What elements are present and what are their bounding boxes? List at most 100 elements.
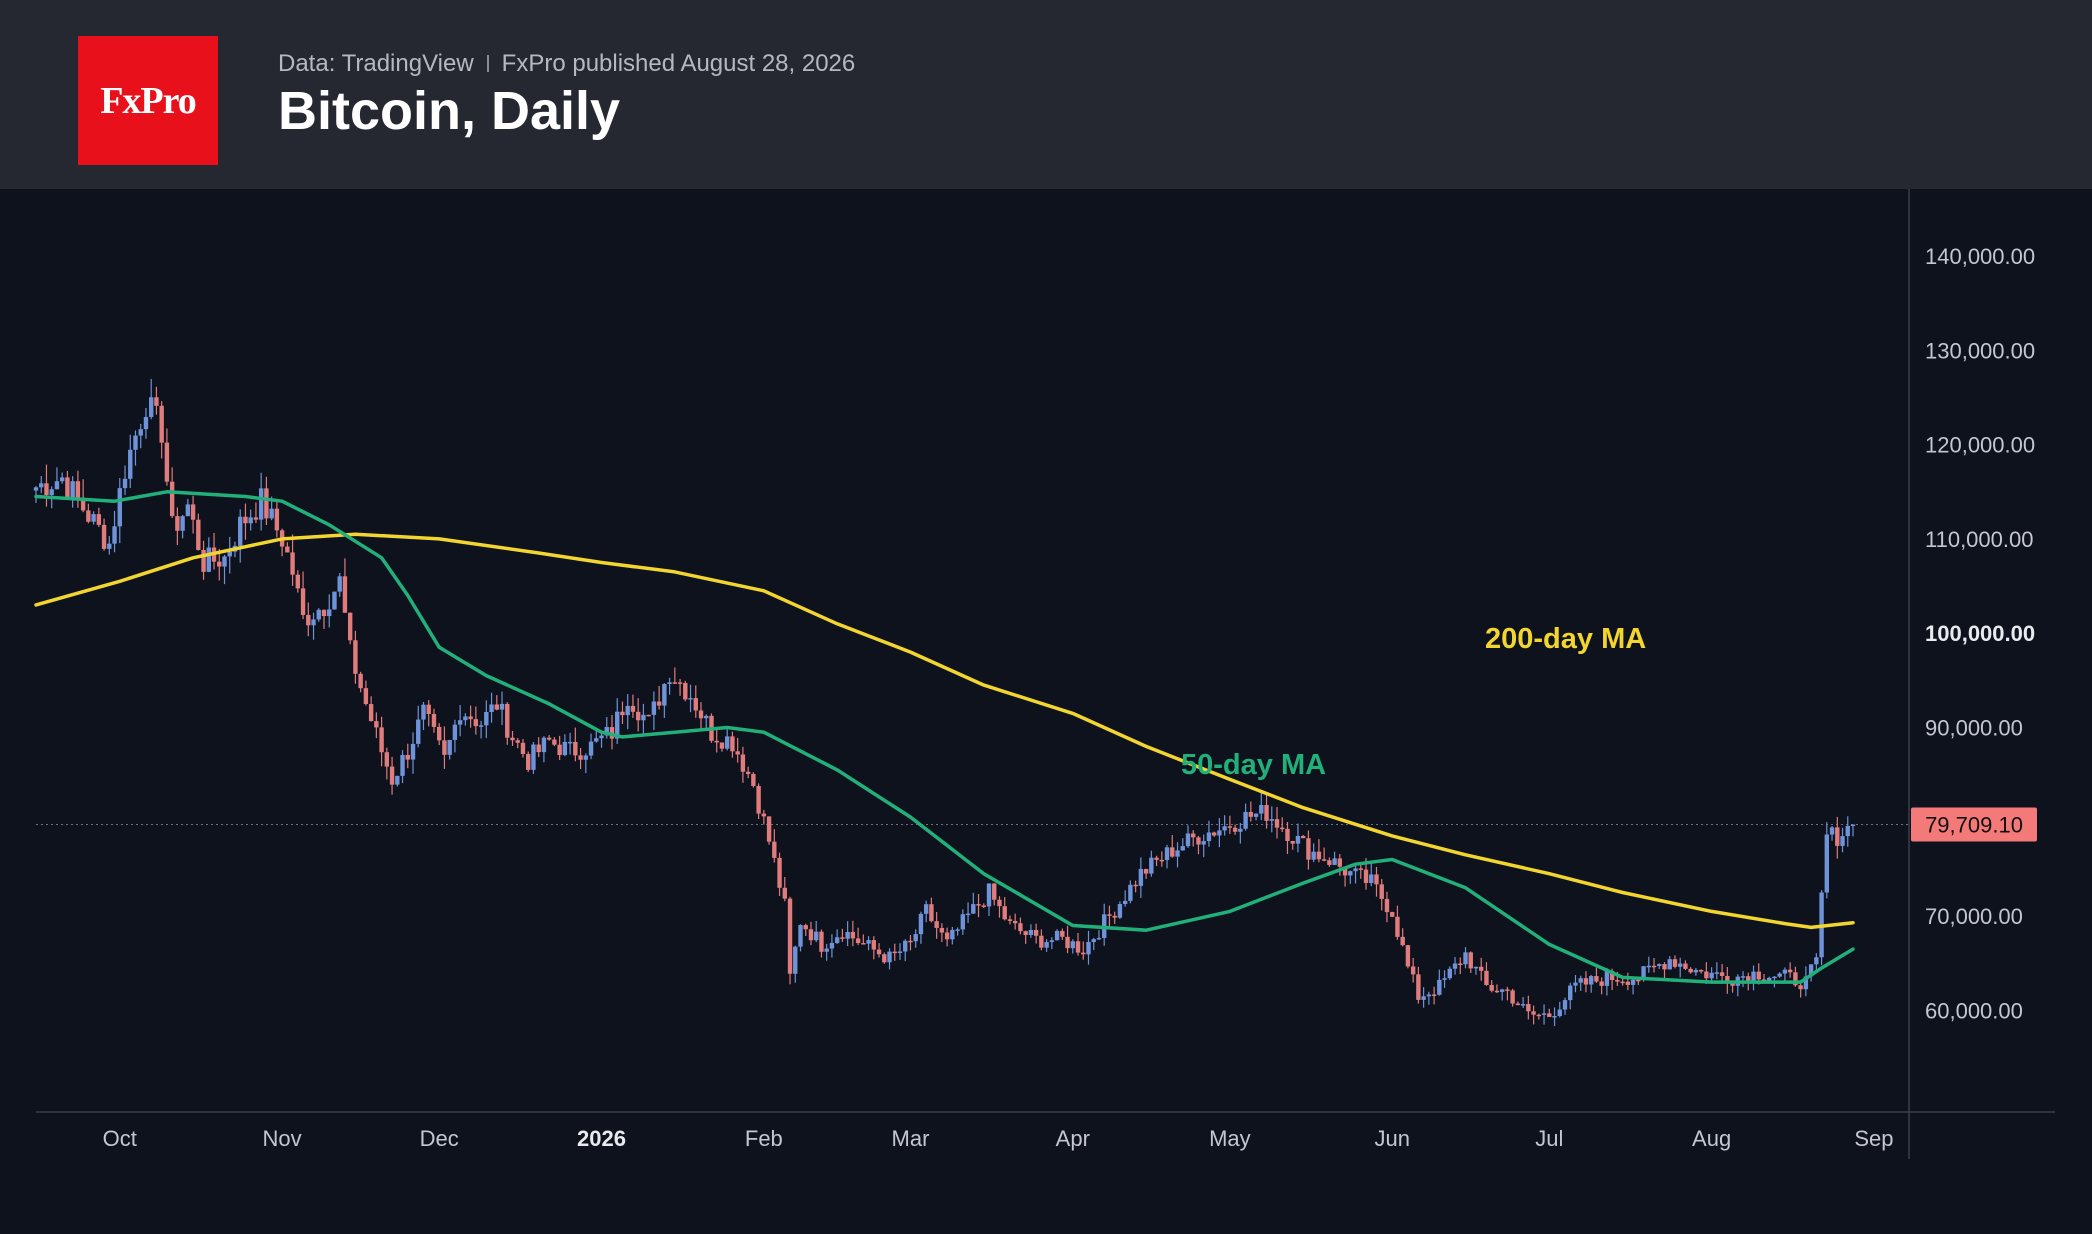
candle <box>1117 901 1123 919</box>
candle-body <box>573 741 578 756</box>
candle <box>374 712 379 739</box>
candle-body <box>1714 972 1720 974</box>
candle-body <box>1143 868 1149 874</box>
candle-body <box>426 704 431 714</box>
candle <box>1306 830 1311 870</box>
candle <box>923 900 929 923</box>
candle <box>1191 830 1196 847</box>
candle-body <box>546 737 552 740</box>
candle-body <box>1698 969 1704 972</box>
y-tick-label: 110,000.00 <box>1925 527 2033 552</box>
candle-body <box>1777 973 1782 977</box>
logo-text: FxPro <box>100 79 197 122</box>
candle <box>850 920 856 947</box>
candle <box>1625 972 1631 991</box>
candle <box>866 936 871 951</box>
candle-body <box>766 816 772 842</box>
candle-body <box>148 397 154 417</box>
candle <box>363 680 369 706</box>
candle <box>1782 967 1788 982</box>
candle <box>80 479 86 513</box>
candle <box>583 753 589 774</box>
candle-body <box>1112 915 1117 918</box>
candle-body <box>1154 857 1159 860</box>
candle-body <box>227 551 232 557</box>
candle <box>478 720 484 739</box>
last-price-tag: 79,709.10 <box>1911 807 2037 842</box>
candle-body <box>1808 964 1814 977</box>
candle <box>1416 966 1421 1004</box>
candle-body <box>1306 838 1311 860</box>
candle <box>122 465 128 496</box>
candle-body <box>201 549 206 572</box>
candle <box>1829 825 1835 841</box>
candle <box>211 532 217 570</box>
candle <box>1374 866 1379 897</box>
candle-body <box>107 543 112 549</box>
candle <box>735 737 740 763</box>
candle-body <box>1609 970 1615 981</box>
candle <box>1227 815 1233 834</box>
candle-body <box>1122 900 1128 905</box>
candle <box>745 766 751 779</box>
candle <box>1667 956 1672 970</box>
candle-body <box>688 698 693 700</box>
candle-body <box>1787 969 1793 973</box>
candle-body <box>1353 868 1358 872</box>
candle <box>128 434 133 488</box>
candle-body <box>641 714 646 721</box>
candle-body <box>1541 1013 1547 1015</box>
candle-body <box>588 741 594 756</box>
candle <box>1154 855 1159 867</box>
candle <box>431 708 437 733</box>
candle-body <box>1568 985 1573 1001</box>
candle-body <box>620 711 625 716</box>
candle <box>976 893 981 918</box>
candle <box>1149 850 1154 877</box>
candle <box>238 509 243 563</box>
candle <box>1269 806 1274 833</box>
candle <box>1337 854 1343 876</box>
candle-body <box>630 705 636 712</box>
candle-body <box>1081 952 1086 955</box>
candle <box>573 727 578 762</box>
candle-body <box>646 714 651 717</box>
candlesticks <box>33 378 1856 1027</box>
candle-body <box>955 929 960 931</box>
candle <box>332 591 337 610</box>
candle-body <box>787 898 793 974</box>
candle <box>651 691 657 731</box>
candle <box>1693 967 1699 976</box>
candle-body <box>143 416 149 430</box>
candle <box>897 943 903 960</box>
candle-body <box>1374 874 1379 885</box>
candle-body <box>971 904 976 914</box>
candle-body <box>1604 970 1610 986</box>
candle <box>1850 824 1856 837</box>
candle <box>86 503 91 524</box>
candle <box>54 467 60 490</box>
candle <box>1421 987 1426 1008</box>
candle-body <box>1798 985 1803 990</box>
candle <box>1379 879 1384 911</box>
candle <box>950 926 955 945</box>
candle <box>1484 962 1489 986</box>
candle <box>840 928 845 942</box>
candle-body <box>1767 977 1772 981</box>
candle <box>1253 813 1259 821</box>
candle <box>96 507 102 527</box>
candle <box>667 677 672 695</box>
candle-body <box>1327 860 1332 865</box>
candle-body <box>1358 868 1363 870</box>
candle-body <box>1023 931 1028 936</box>
candle-body <box>704 715 709 719</box>
candle <box>594 730 599 743</box>
candle-body <box>154 397 159 406</box>
candle-body <box>175 516 180 531</box>
candle <box>793 945 798 983</box>
candle <box>1390 911 1395 918</box>
candle-body <box>1845 825 1850 837</box>
candle <box>588 733 594 760</box>
candle-body <box>311 619 316 626</box>
candle <box>222 554 227 585</box>
